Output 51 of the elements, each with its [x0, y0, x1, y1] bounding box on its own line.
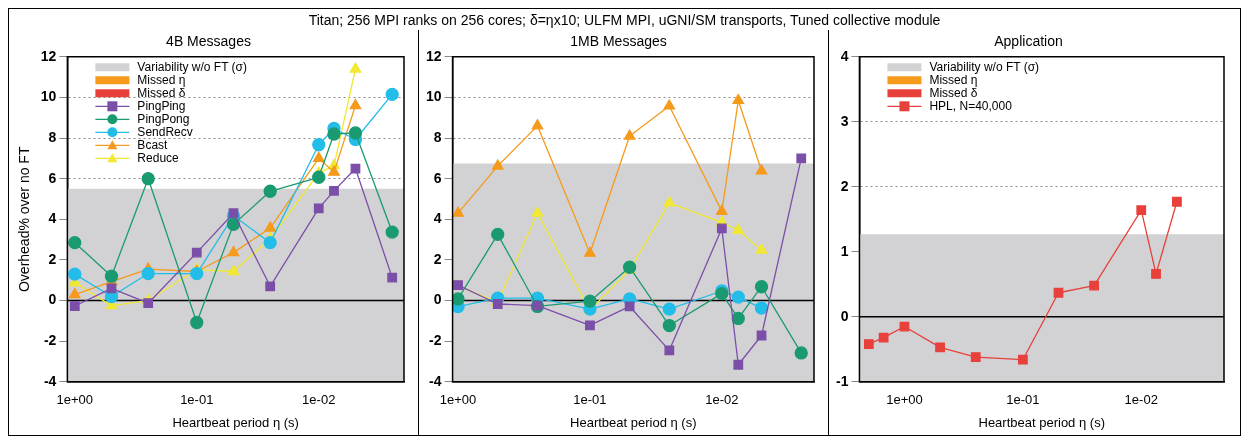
legend-label: HPL, N=40,000: [929, 98, 1013, 113]
y-tick-label: -4: [43, 372, 57, 389]
legend-label: SendRecv: [137, 124, 193, 139]
y-tick-label: 4: [48, 210, 57, 227]
y-axis-title: Overhead% over no FT: [16, 146, 33, 293]
x-tick-label: 1e+00: [439, 392, 477, 408]
y-tick-label: 2: [433, 250, 442, 267]
legend-label: Bcast: [137, 137, 169, 152]
legend-label: Variability w/o FT (σ): [929, 59, 1040, 74]
y-tick-label: 12: [425, 47, 442, 64]
y-tick-label: 8: [48, 128, 57, 145]
y-tick-label: 0: [840, 307, 849, 324]
y-tick-label: -2: [429, 332, 442, 349]
y-tick-label: 12: [40, 47, 57, 64]
y-tick-label: 1: [840, 242, 849, 259]
legend-label: PingPing: [137, 98, 186, 113]
y-tick-label: 0: [433, 291, 442, 308]
x-axis-title: Heartbeat period η (s): [978, 414, 1105, 430]
y-tick-label: 3: [840, 112, 849, 129]
y-tick-label: -1: [836, 372, 849, 389]
y-tick-label: -4: [429, 372, 442, 389]
x-tick-label: 1e-01: [1006, 392, 1040, 408]
y-tick-label: 6: [48, 169, 57, 186]
x-tick-label: 1e+00: [886, 392, 923, 408]
y-tick-label: 2: [840, 177, 849, 194]
legend-label: PingPong: [137, 111, 190, 126]
y-tick-label: 2: [48, 250, 57, 267]
x-tick-label: 1e-02: [302, 392, 336, 408]
chart-title: 4B Messages: [166, 33, 251, 50]
y-tick-label: 10: [40, 88, 57, 105]
y-tick-label: -2: [43, 332, 57, 349]
x-tick-label: 1e-01: [573, 392, 607, 408]
text: Titan; 256 MPI ranks on 256 cores; δ=ηx10; ULFM MPI, uGNI/SM transports, Tuned collective module: [307, 11, 942, 30]
y-tick-label: 4: [433, 210, 442, 227]
y-tick-label: 8: [433, 128, 442, 145]
legend-label: Missed δ: [929, 85, 978, 100]
y-tick-label: 0: [48, 291, 57, 308]
y-tick-label: 10: [425, 88, 442, 105]
legend-label: Missed δ: [137, 85, 186, 100]
x-axis-title: Heartbeat period η (s): [570, 414, 697, 430]
x-tick-label: 1e-01: [180, 392, 214, 408]
y-tick-label: 6: [433, 169, 442, 186]
legend-label: Variability w/o FT (σ): [137, 59, 248, 74]
chart-title: 1MB Messages: [570, 33, 667, 50]
x-tick-label: 1e-02: [1124, 392, 1158, 408]
legend-label: Reduce: [137, 150, 180, 165]
x-tick-label: 1e-02: [705, 392, 739, 408]
x-axis-title: Heartbeat period η (s): [172, 414, 299, 430]
chart-title: Application: [994, 33, 1063, 50]
y-tick-label: 4: [840, 47, 849, 64]
x-tick-label: 1e+00: [56, 392, 94, 408]
